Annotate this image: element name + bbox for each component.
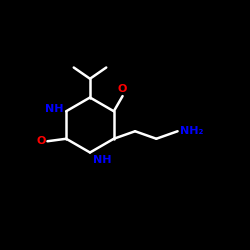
Text: NH₂: NH₂ [180, 126, 204, 136]
Text: O: O [37, 136, 46, 146]
Text: NH: NH [92, 155, 111, 165]
Text: O: O [118, 84, 127, 94]
Text: NH: NH [45, 104, 64, 114]
